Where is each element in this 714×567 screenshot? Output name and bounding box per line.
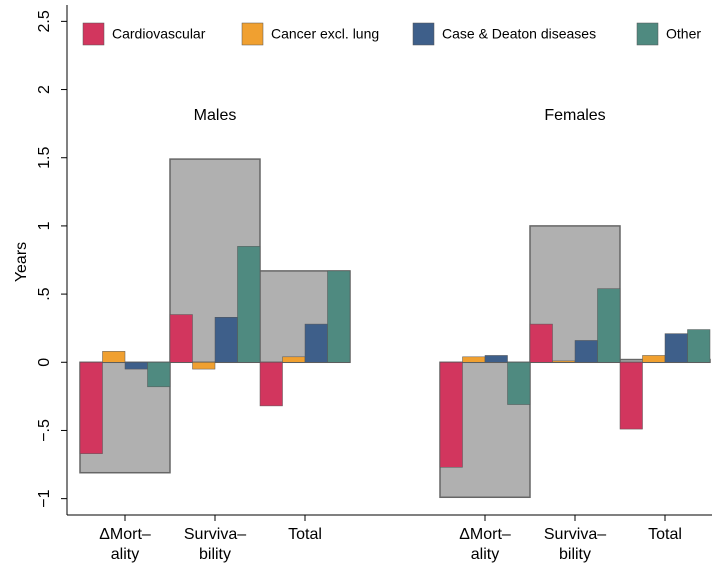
y-tick-label: 0 [36,358,53,367]
legend-label: Case & Deaton diseases [442,26,596,42]
panel-title: Females [544,107,605,124]
legend-label: Cancer excl. lung [271,26,379,42]
bar [484,355,508,363]
x-tick-label: ality [471,546,499,563]
x-tick-label: Total [288,526,322,543]
x-tick-label: ality [111,546,139,563]
legend-swatch [412,22,435,46]
bar [664,333,688,363]
bar [687,329,711,363]
bar [552,360,576,363]
legend-label: Cardiovascular [112,26,206,42]
legend-swatch [241,22,264,46]
x-tick-label: ΔMort– [459,526,511,543]
bar [327,270,351,363]
bar [619,362,643,430]
y-tick-label: 2 [36,85,53,94]
y-tick-label: −.5 [36,419,53,442]
panel-title: Males [194,107,237,124]
bar [169,314,193,363]
bar [147,362,171,388]
bar [439,362,463,468]
bar [529,323,553,363]
y-tick-label: .5 [36,287,53,300]
legend-label: Other [666,26,701,42]
x-tick-label: bility [559,546,591,563]
bar [237,246,261,363]
bar [574,340,598,363]
x-tick-label: Total [648,526,682,543]
x-tick-label: bility [199,546,231,563]
bar [462,356,486,363]
bar [259,362,283,407]
bar [79,362,103,454]
bar [214,317,238,363]
bar [642,355,666,363]
y-axis-label: Years [13,242,30,282]
y-tick-label: 1 [36,221,53,230]
bar [192,362,216,370]
bar [124,362,148,370]
y-tick-label: 1.5 [36,147,53,169]
bar [304,323,328,363]
bar [597,288,621,363]
legend-swatch [636,22,659,46]
legend-swatch [82,22,105,46]
x-tick-label: Surviva– [184,526,246,543]
x-tick-label: Surviva– [544,526,606,543]
bar [282,356,306,363]
y-tick-label: 2.5 [36,10,53,32]
bar [102,351,126,363]
x-tick-label: ΔMort– [99,526,151,543]
bar [507,362,531,405]
y-tick-label: −1 [36,489,53,507]
legend: Cardiovascular Cancer excl. lung Case & De… [82,22,701,46]
